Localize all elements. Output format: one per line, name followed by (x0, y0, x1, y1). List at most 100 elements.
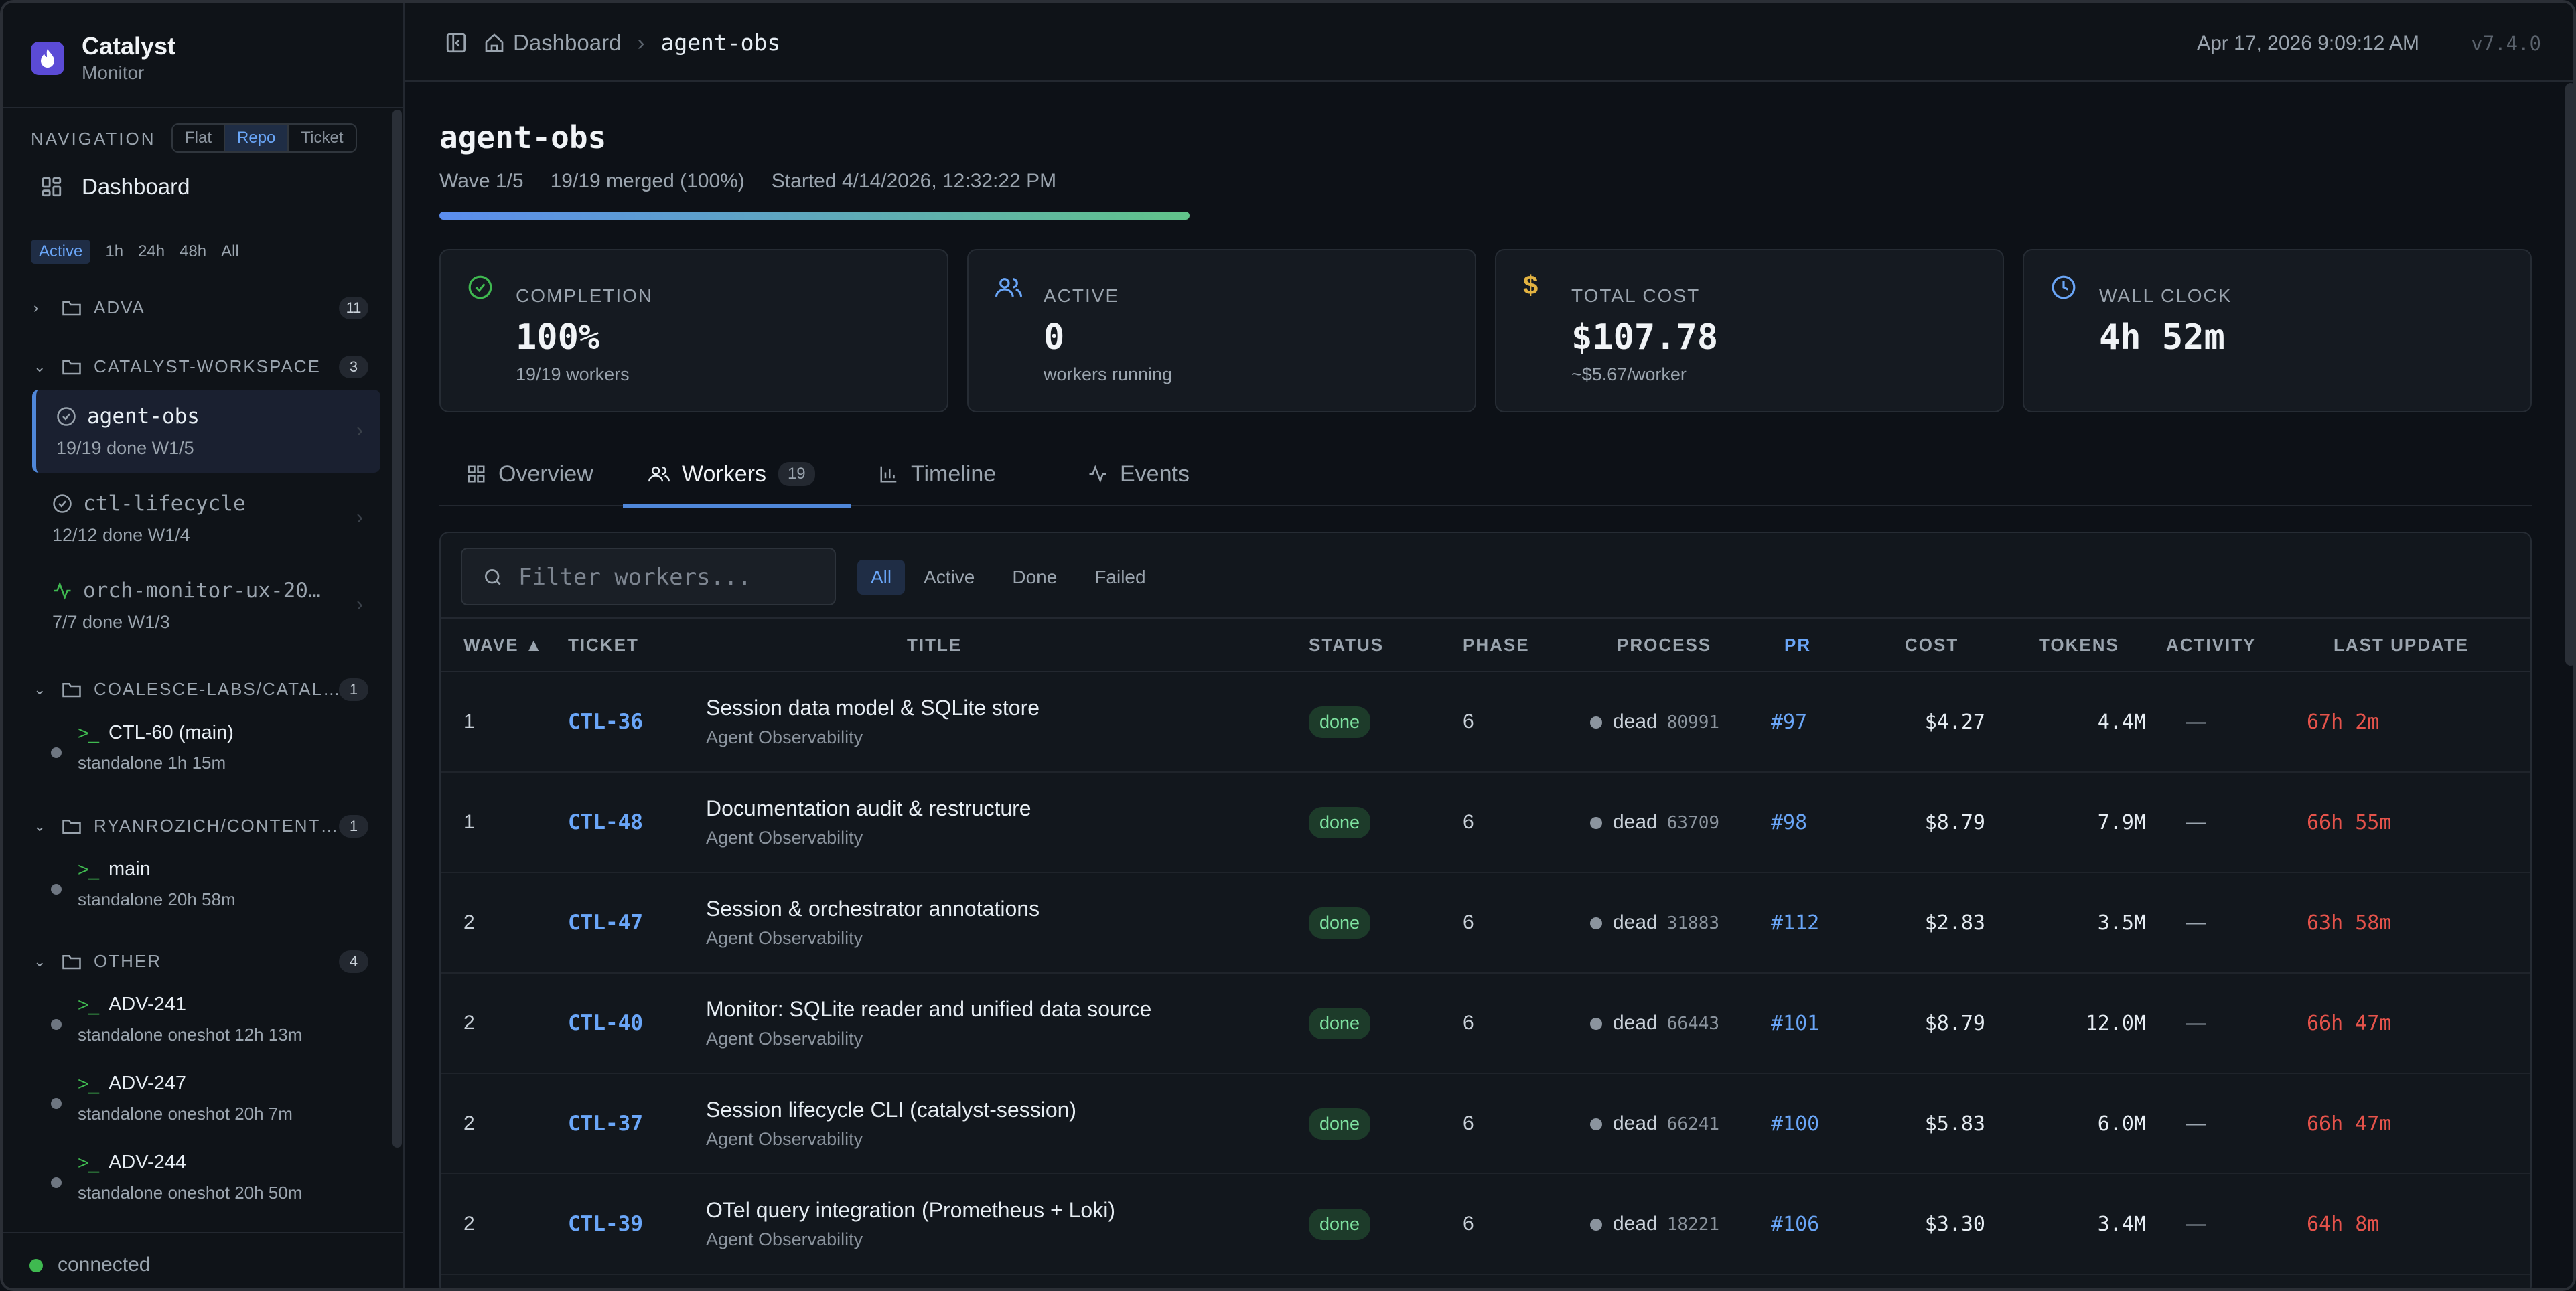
status-filter-all[interactable]: All (857, 560, 906, 595)
pr-link[interactable]: #100 (1771, 1112, 1820, 1136)
orchestrator-item-agent-obs[interactable]: agent-obs 19/19 done W1/5 › (32, 390, 380, 473)
time-filter-48h[interactable]: 48h (180, 242, 207, 260)
column-header-cost[interactable]: COST (1905, 634, 1959, 655)
session-meta: standalone 1h 15m (78, 753, 226, 773)
stat-label: ACTIVE (1044, 285, 1120, 306)
orchestrator-item-ctl-lifecycle[interactable]: ctl-lifecycle 12/12 done W1/4 › (32, 477, 380, 560)
column-header-activity[interactable]: ACTIVITY (2166, 634, 2257, 655)
table-row[interactable]: 2 CTL-39 OTel query integration (Prometh… (441, 1174, 2530, 1274)
stat-label: COMPLETION (516, 285, 654, 306)
cell-cost: $4.27 (1924, 710, 1985, 734)
pr-link[interactable]: #106 (1771, 1212, 1820, 1236)
status-filter-failed[interactable]: Failed (1094, 566, 1146, 587)
time-filter-1h[interactable]: 1h (105, 242, 124, 260)
ticket-link[interactable]: CTL-40 (568, 1011, 643, 1035)
repo-group-ryanrozich[interactable]: ⌄ RYANROZICH/CONTENT… 1 (33, 814, 368, 838)
stat-value: 0 (1044, 317, 1065, 358)
repo-group-coalesce-labs[interactable]: ⌄ COALESCE-LABS/CATAL… 1 (33, 678, 368, 701)
sidebar-scrollbar[interactable] (392, 110, 402, 1148)
worker-title: Session lifecycle CLI (catalyst-session) (706, 1097, 1077, 1122)
process-state: dead (1613, 811, 1658, 833)
view-mode-flat[interactable]: Flat (173, 125, 226, 151)
table-row[interactable]: 2 CTL-40 Monitor: SQLite reader and unif… (441, 973, 2530, 1073)
ticket-link[interactable]: CTL-36 (568, 710, 643, 734)
cell-phase: 6 (1463, 1012, 1474, 1034)
repo-group-adva[interactable]: › ADVA 11 (33, 296, 368, 319)
app-subtitle: Monitor (82, 62, 145, 83)
worker-title: Documentation audit & restructure (706, 796, 1031, 820)
session-item-adv-247[interactable]: >_ ADV-247 standalone oneshot 20h 7m (51, 1073, 386, 1133)
main-scrollbar[interactable] (2565, 83, 2573, 666)
time-filter-active[interactable]: Active (31, 240, 91, 264)
tab-label: Timeline (911, 461, 997, 487)
ticket-link[interactable]: CTL-39 (568, 1212, 643, 1236)
ticket-link[interactable]: CTL-37 (568, 1112, 643, 1136)
cell-activity: — (2186, 1213, 2206, 1235)
orchestrator-item-orch-monitor-ux[interactable]: orch-monitor-ux-20… 7/7 done W1/3 › (32, 564, 380, 647)
tab-workers[interactable]: Workers 19 (623, 442, 851, 508)
repo-group-catalyst-workspace[interactable]: ⌄ CATALYST-WORKSPACE 3 (33, 355, 368, 378)
merged-summary: 19/19 merged (100%) (550, 170, 745, 192)
status-filter-active[interactable]: Active (924, 566, 975, 587)
tab-overview[interactable]: Overview (466, 442, 593, 506)
column-header-last-update[interactable]: LAST UPDATE (2334, 634, 2470, 655)
pr-link[interactable]: #98 (1771, 810, 1808, 834)
time-filter-all[interactable]: All (221, 242, 239, 260)
terminal-icon: >_ (78, 858, 99, 880)
column-header-tokens[interactable]: TOKENS (2039, 634, 2119, 655)
cell-last-update: 66h 47m (2307, 1112, 2392, 1136)
pr-link[interactable]: #97 (1771, 710, 1808, 734)
session-item-main[interactable]: >_ main standalone 20h 58m (51, 858, 386, 919)
repo-group-other[interactable]: ⌄ OTHER 4 (33, 950, 368, 973)
orchestrator-meta: 7/7 done W1/3 (52, 612, 170, 632)
status-dot (51, 747, 62, 758)
tab-events[interactable]: Events (1088, 442, 1190, 506)
stat-label: WALL CLOCK (2099, 285, 2232, 306)
session-item-adv-244[interactable]: >_ ADV-244 standalone oneshot 20h 50m (51, 1152, 386, 1212)
table-row[interactable]: 2 CTL-37 Session lifecycle CLI (catalyst… (441, 1073, 2530, 1174)
column-header-process[interactable]: PROCESS (1617, 634, 1712, 655)
pr-link[interactable]: #112 (1771, 911, 1820, 935)
column-header-wave[interactable]: WAVE ▲ (463, 634, 544, 655)
process-state: dead (1613, 1012, 1658, 1034)
table-row[interactable]: 1 CTL-48 Documentation audit & restructu… (441, 772, 2530, 872)
cell-process: dead 31883 (1590, 872, 1771, 973)
session-meta: standalone oneshot 20h 7m (78, 1104, 293, 1124)
process-status-dot (1590, 917, 1602, 930)
ticket-link[interactable]: CTL-48 (568, 810, 643, 834)
view-mode-ticket[interactable]: Ticket (301, 129, 344, 147)
sidebar-divider (3, 107, 403, 108)
worker-title: OTel query integration (Prometheus + Lok… (706, 1198, 1115, 1222)
session-item-ctl-60[interactable]: >_ CTL-60 (main) standalone 1h 15m (51, 722, 386, 782)
worker-project: Agent Observability (706, 1129, 863, 1149)
view-mode-repo[interactable]: Repo (225, 125, 289, 151)
cell-title: Session data model & SQLite store Agent … (706, 672, 1309, 772)
filter-workers-input[interactable] (518, 561, 827, 593)
table-row[interactable]: 2 CTL-47 Session & orchestrator annotati… (441, 872, 2530, 973)
status-filter-done[interactable]: Done (1012, 566, 1058, 587)
time-filter-24h[interactable]: 24h (138, 242, 165, 260)
ticket-link[interactable]: CTL-47 (568, 911, 643, 935)
group-name: OTHER (94, 951, 161, 971)
breadcrumb: Dashboard › agent-obs (445, 29, 796, 56)
table-row[interactable]: 1 CTL-36 Session data model & SQLite sto… (441, 672, 2530, 772)
orchestrator-meta: 19/19 done W1/5 (56, 438, 194, 458)
column-header-ticket[interactable]: TICKET (568, 634, 639, 655)
column-header-status[interactable]: STATUS (1309, 634, 1384, 655)
breadcrumb-home[interactable]: Dashboard (513, 29, 622, 55)
sidebar-toggle-icon[interactable] (445, 31, 468, 54)
pr-link[interactable]: #101 (1771, 1011, 1820, 1035)
column-header-phase[interactable]: PHASE (1463, 634, 1530, 655)
cell-tokens: 12.0M (2085, 1011, 2146, 1035)
column-header-title[interactable]: TITLE (907, 634, 962, 655)
cell-process: dead 63709 (1590, 772, 1771, 872)
connection-label: connected (58, 1254, 151, 1276)
sidebar-item-dashboard[interactable]: Dashboard (40, 174, 190, 200)
brand[interactable]: Catalyst Monitor (31, 28, 175, 88)
cell-last-update: 64h 8m (2307, 1212, 2380, 1236)
stat-value: 4h 52m (2099, 317, 2225, 358)
column-header-pr[interactable]: PR (1784, 634, 1812, 655)
tab-timeline[interactable]: Timeline (879, 442, 996, 506)
session-item-adv-241[interactable]: >_ ADV-241 standalone oneshot 12h 13m (51, 994, 386, 1054)
